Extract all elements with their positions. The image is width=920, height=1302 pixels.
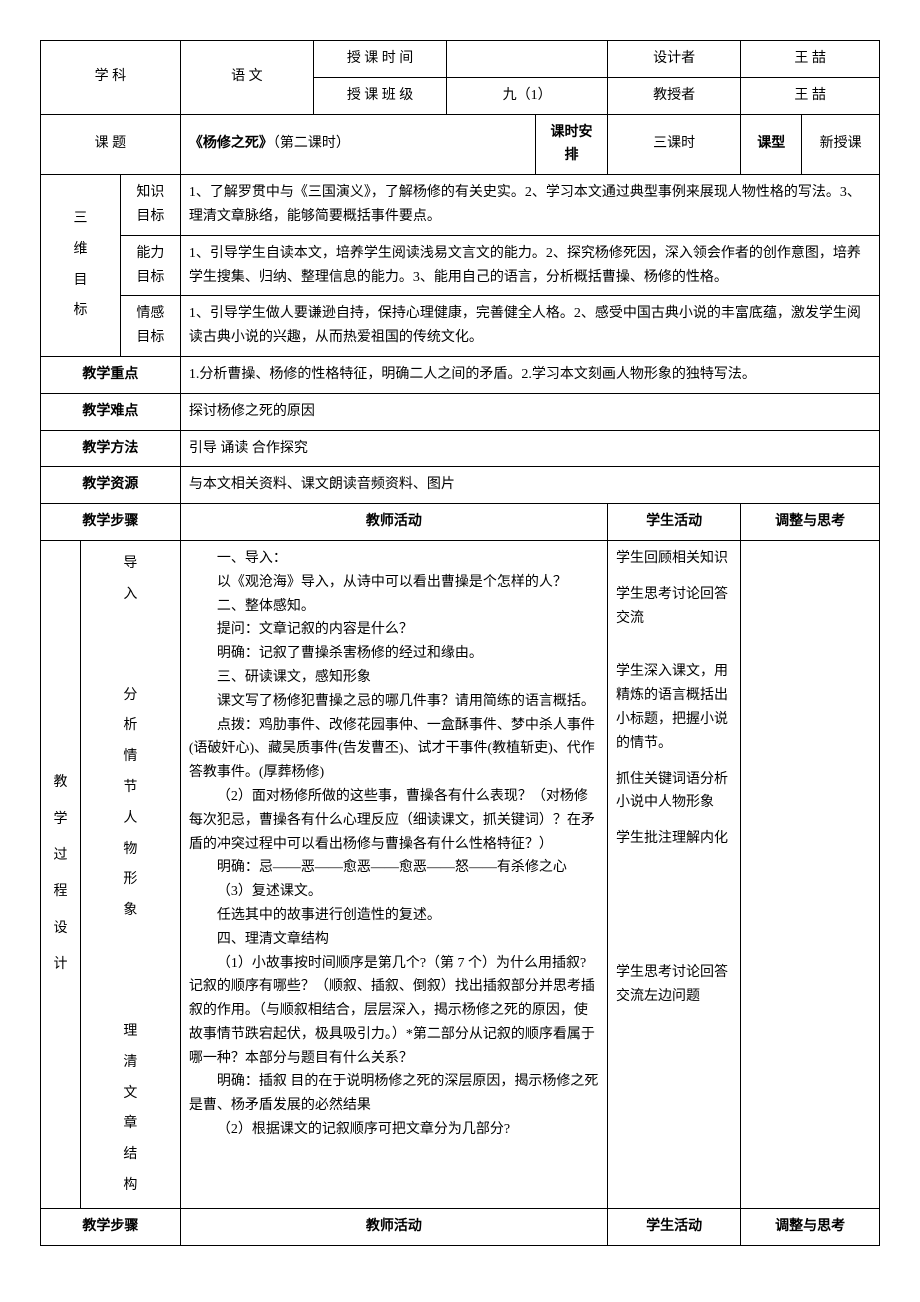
teacher-act-label: 教师活动 xyxy=(180,504,607,541)
t-line: 二、整体感知。 xyxy=(189,595,599,619)
s-block: 学生思考讨论回答交流 xyxy=(616,583,732,631)
t-line: 任选其中的故事进行创造性的复述。 xyxy=(189,904,599,928)
resource-label: 教学资源 xyxy=(41,467,181,504)
designer-value: 王 喆 xyxy=(741,41,880,78)
emotion-label: 情感目标 xyxy=(120,296,180,357)
time-label: 授 课 时 间 xyxy=(313,41,446,78)
keypoint-text: 1.分析曹操、杨修的性格特征，明确二人之间的矛盾。2.学习本文刻画人物形象的独特… xyxy=(180,356,879,393)
student-act-label: 学生活动 xyxy=(608,504,741,541)
topic-value: 《杨修之死》（第二课时） xyxy=(180,114,535,175)
t-line: （3）复述课文。 xyxy=(189,880,599,904)
topic-label: 课 题 xyxy=(41,114,181,175)
periods-value: 三课时 xyxy=(608,114,741,175)
t-line: （2）面对杨修所做的这些事，曹操各有什么表现？（对杨修每次犯忌，曹操各有什么心理… xyxy=(189,785,599,856)
t-line: 点拨：鸡肋事件、改修花园事仲、一盒酥事件、梦中杀人事件(语破奸心)、藏吴质事件(… xyxy=(189,714,599,785)
emotion-text: 1、引导学生做人要谦逊自持，保持心理健康，完善健全人格。2、感受中国古典小说的丰… xyxy=(180,296,879,357)
lesson-plan-table: 学 科 语 文 授 课 时 间 设计者 王 喆 授 课 班 级 九（1） 教授者… xyxy=(40,40,880,1246)
s-block: 抓住关键词语分析小说中人物形象 xyxy=(616,768,732,816)
teacher-activity-cell: 一、导入： 以《观沧海》导入，从诗中可以看出曹操是个怎样的人？ 二、整体感知。 … xyxy=(180,540,607,1208)
periods-label: 课时安排 xyxy=(535,114,607,175)
difficulty-label: 教学难点 xyxy=(41,393,181,430)
method-label: 教学方法 xyxy=(41,430,181,467)
difficulty-text: 探讨杨修之死的原因 xyxy=(180,393,879,430)
t-line: 三、研读课文，感知形象 xyxy=(189,666,599,690)
method-text: 引导 诵读 合作探究 xyxy=(180,430,879,467)
teacher-act-label-2: 教师活动 xyxy=(180,1208,607,1245)
t-line: 四、理清文章结构 xyxy=(189,928,599,952)
subject-value: 语 文 xyxy=(180,41,313,115)
s-block: 学生批注理解内化 xyxy=(616,827,732,851)
subject-label: 学 科 xyxy=(41,41,181,115)
t-line: （1）小故事按时间顺序是第几个?（第 7 个）为什么用插叙?记叙的顺序有哪些？（… xyxy=(189,952,599,1071)
type-label: 课型 xyxy=(741,114,802,175)
t-line: 课文写了杨修犯曹操之忌的哪几件事？请用简练的语言概括。 xyxy=(189,690,599,714)
t-line: （2）根据课文的记叙顺序可把文章分为几部分? xyxy=(189,1118,599,1142)
t-line: 以《观沧海》导入，从诗中可以看出曹操是个怎样的人？ xyxy=(189,571,599,595)
type-value: 新授课 xyxy=(802,114,880,175)
designer-label: 设计者 xyxy=(608,41,741,78)
topic-sub: （第二课时） xyxy=(273,136,350,151)
s-block: 学生思考讨论回答交流左边问题 xyxy=(616,961,732,1009)
adjust-label: 调整与思考 xyxy=(741,504,880,541)
resource-text: 与本文相关资料、课文朗读音频资料、图片 xyxy=(180,467,879,504)
s-block: 学生回顾相关知识 xyxy=(616,547,732,571)
t-line: 明确：记叙了曹操杀害杨修的经过和缘由。 xyxy=(189,642,599,666)
topic-main: 《杨修之死》 xyxy=(189,136,273,151)
ability-text: 1、引导学生自读本文，培养学生阅读浅易文言文的能力。2、探究杨修死因，深入领会作… xyxy=(180,235,879,296)
step-label: 教学步骤 xyxy=(41,504,181,541)
t-line: 明确：忌——恶——愈恶——愈恶——怒——有杀修之心 xyxy=(189,856,599,880)
process-sub-labels: 导入 分析情节人物形象 理清文章结构 xyxy=(80,540,180,1208)
process-main-label: 教学过程设计 xyxy=(41,540,81,1208)
student-activity-cell: 学生回顾相关知识 学生思考讨论回答交流 学生深入课文，用精炼的语言概括出小标题，… xyxy=(608,540,741,1208)
student-act-label-2: 学生活动 xyxy=(608,1208,741,1245)
step-label-2: 教学步骤 xyxy=(41,1208,181,1245)
teacher-value: 王 喆 xyxy=(741,77,880,114)
goals-section-label: 三维目标 xyxy=(41,175,121,357)
adjust-cell xyxy=(741,540,880,1208)
ability-label: 能力目标 xyxy=(120,235,180,296)
time-value xyxy=(447,41,608,78)
knowledge-text: 1、了解罗贯中与《三国演义》，了解杨修的有关史实。2、学习本文通过典型事例来展现… xyxy=(180,175,879,236)
t-line: 明确：插叙 目的在于说明杨修之死的深层原因，揭示杨修之死是曹、杨矛盾发展的必然结… xyxy=(189,1070,599,1118)
knowledge-label: 知识目标 xyxy=(120,175,180,236)
teacher-label: 教授者 xyxy=(608,77,741,114)
t-line: 一、导入： xyxy=(189,547,599,571)
t-line: 提问：文章记叙的内容是什么？ xyxy=(189,618,599,642)
adjust-label-2: 调整与思考 xyxy=(741,1208,880,1245)
class-value: 九（1） xyxy=(447,77,608,114)
class-label: 授 课 班 级 xyxy=(313,77,446,114)
s-block: 学生深入课文，用精炼的语言概括出小标题，把握小说的情节。 xyxy=(616,660,732,755)
keypoint-label: 教学重点 xyxy=(41,356,181,393)
